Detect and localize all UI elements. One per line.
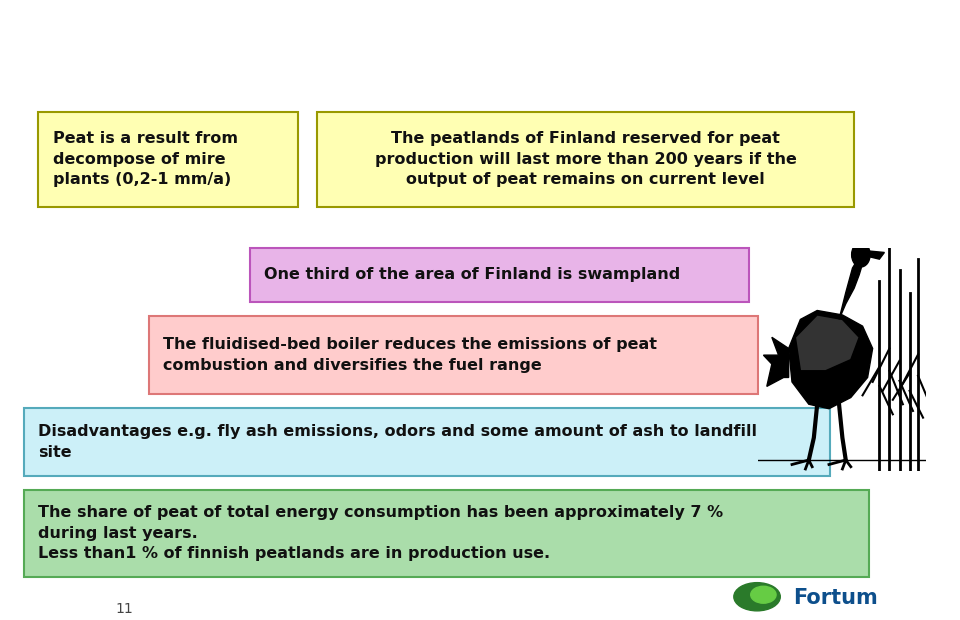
FancyBboxPatch shape <box>317 112 854 206</box>
Text: Peat: Peat <box>34 23 119 56</box>
Text: 11: 11 <box>116 601 133 616</box>
Text: Disadvantages e.g. fly ash emissions, odors and some amount of ash to landfill
s: Disadvantages e.g. fly ash emissions, od… <box>38 424 757 459</box>
FancyBboxPatch shape <box>38 112 298 206</box>
Text: The peatlands of Finland reserved for peat
production will last more than 200 ye: The peatlands of Finland reserved for pe… <box>374 131 797 187</box>
Text: The fluidised-bed boiler reduces the emissions of peat
combustion and diversifie: The fluidised-bed boiler reduces the emi… <box>163 337 658 373</box>
FancyBboxPatch shape <box>250 247 749 302</box>
Polygon shape <box>861 250 884 259</box>
Ellipse shape <box>733 583 780 611</box>
Polygon shape <box>839 257 863 319</box>
FancyBboxPatch shape <box>24 408 830 476</box>
FancyBboxPatch shape <box>24 490 869 577</box>
Polygon shape <box>796 315 859 371</box>
Text: Fortum: Fortum <box>793 588 877 608</box>
Circle shape <box>852 242 870 267</box>
Text: One third of the area of Finland is swampland: One third of the area of Finland is swam… <box>264 267 681 282</box>
Polygon shape <box>789 311 873 409</box>
Polygon shape <box>763 337 789 386</box>
Text: Peat is a result from
decompose of mire
plants (0,2-1 mm/a): Peat is a result from decompose of mire … <box>53 131 238 187</box>
Text: The share of peat of total energy consumption has been approximately 7 %
during : The share of peat of total energy consum… <box>38 505 724 561</box>
Ellipse shape <box>751 587 776 603</box>
FancyBboxPatch shape <box>149 316 758 394</box>
